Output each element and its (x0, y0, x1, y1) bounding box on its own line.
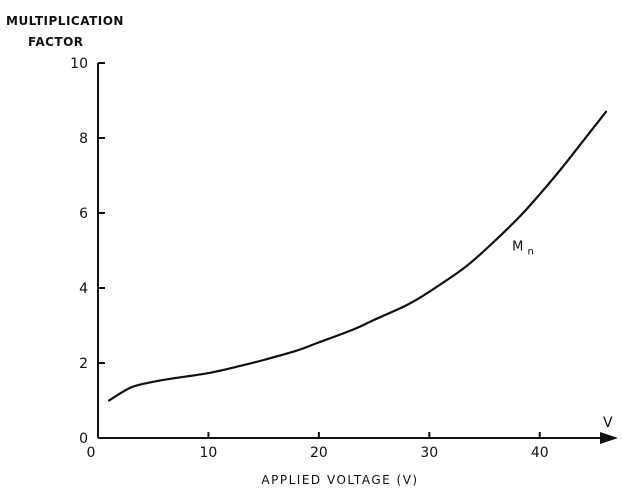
chart-title-line-2: FACTOR (28, 35, 84, 49)
x-tick-label: 40 (531, 445, 549, 461)
chart-title-line-1: MULTIPLICATION (6, 14, 124, 28)
series-label-sub: n (527, 247, 533, 258)
x-tick-label: 0 (87, 445, 96, 461)
x-tick-label: 10 (200, 445, 218, 461)
y-tick-label: 0 (79, 431, 88, 447)
axes: V (97, 63, 618, 444)
y-tick-label: 4 (79, 281, 88, 297)
y-ticks: 0 2 4 6 8 10 (70, 56, 105, 447)
x-axis-arrow-label: V (603, 415, 613, 431)
series-label-mn: M n (512, 240, 534, 258)
y-tick-label: 6 (79, 206, 88, 222)
x-axis-title: APPLIED VOLTAGE (V) (261, 473, 418, 487)
y-tick-label: 8 (79, 131, 88, 147)
x-axis-arrowhead (600, 432, 618, 444)
x-tick-label: 20 (310, 445, 328, 461)
y-tick-label: 2 (79, 356, 88, 372)
series-label-main: M (512, 240, 523, 255)
x-tick-label: 30 (420, 445, 438, 461)
y-tick-label: 10 (70, 56, 88, 72)
series-line-mn (107, 110, 608, 402)
x-ticks: 0 10 20 30 40 (87, 432, 549, 461)
